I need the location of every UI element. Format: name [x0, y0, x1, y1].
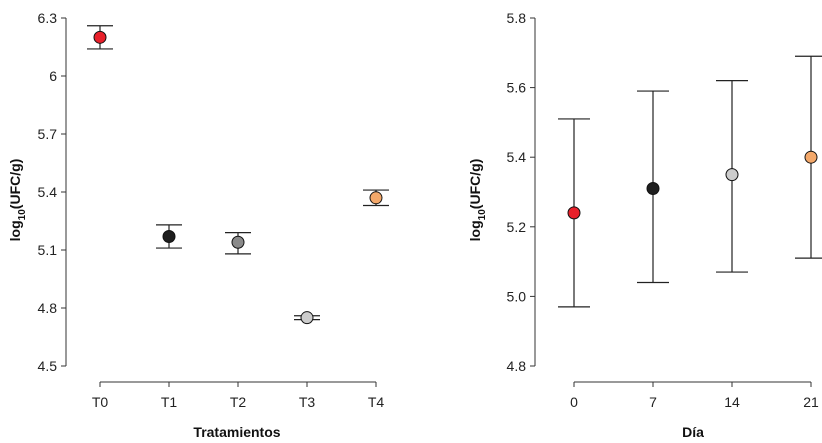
y-axis-title: log10(UFC/g) — [7, 159, 28, 242]
y-tick-label: 5.4 — [507, 149, 527, 165]
chart-panel-days: 4.8 5.0 5.2 5.4 5.6 5.8 0 7 14 21 Día log10(UFC/g) — [467, 10, 822, 440]
y-tick-label: 4.8 — [38, 300, 58, 316]
y-axis-title-unit: (UFC/g) — [467, 159, 483, 210]
y-tick-label: 5.8 — [507, 10, 527, 26]
data-point — [231, 235, 245, 249]
data-point — [804, 150, 818, 164]
x-tick-label: T1 — [161, 394, 178, 410]
y-tick-label: 4.5 — [38, 358, 58, 374]
data-point — [162, 229, 176, 243]
y-tick-label: 5.4 — [38, 184, 58, 200]
x-tick-label: 14 — [724, 394, 740, 410]
x-tick-label: T4 — [368, 394, 385, 410]
data-point — [567, 206, 581, 220]
data-point — [300, 311, 314, 325]
x-tick-label: 0 — [570, 394, 578, 410]
x-axis-title: Tratamientos — [193, 424, 280, 440]
x-tick-label: 21 — [803, 394, 819, 410]
y-tick-label: 5.2 — [507, 219, 527, 235]
y-tick-label: 4.8 — [507, 358, 527, 374]
y-axis-title-main: log — [7, 220, 23, 241]
x-tick-label: T0 — [92, 394, 109, 410]
chart-panel-treatments: 4.5 4.8 5.1 5.4 5.7 6 6.3 T0 T1 T2 T3 T4 Tratamiento… — [7, 10, 389, 440]
y-axis-title-subscript: 10 — [477, 209, 488, 221]
x-axis-title: Día — [682, 424, 704, 440]
x-tick-label: T2 — [230, 394, 247, 410]
y-axis-title-subscript: 10 — [17, 209, 28, 221]
x-tick-label: T3 — [299, 394, 316, 410]
data-point — [369, 191, 383, 205]
y-tick-label: 5.6 — [507, 80, 527, 96]
y-axis-title: log10(UFC/g) — [467, 159, 488, 242]
data-point — [646, 182, 660, 196]
y-tick-label: 5.0 — [507, 288, 527, 304]
y-tick-label: 5.1 — [38, 242, 58, 258]
data-point — [93, 30, 107, 44]
data-point — [725, 168, 739, 182]
y-tick-label: 6.3 — [38, 10, 58, 26]
y-axis-title-main: log — [467, 220, 483, 241]
y-axis-title-unit: (UFC/g) — [7, 159, 23, 210]
y-tick-label: 6 — [49, 68, 57, 84]
y-tick-label: 5.7 — [38, 126, 58, 142]
x-tick-label: 7 — [649, 394, 657, 410]
